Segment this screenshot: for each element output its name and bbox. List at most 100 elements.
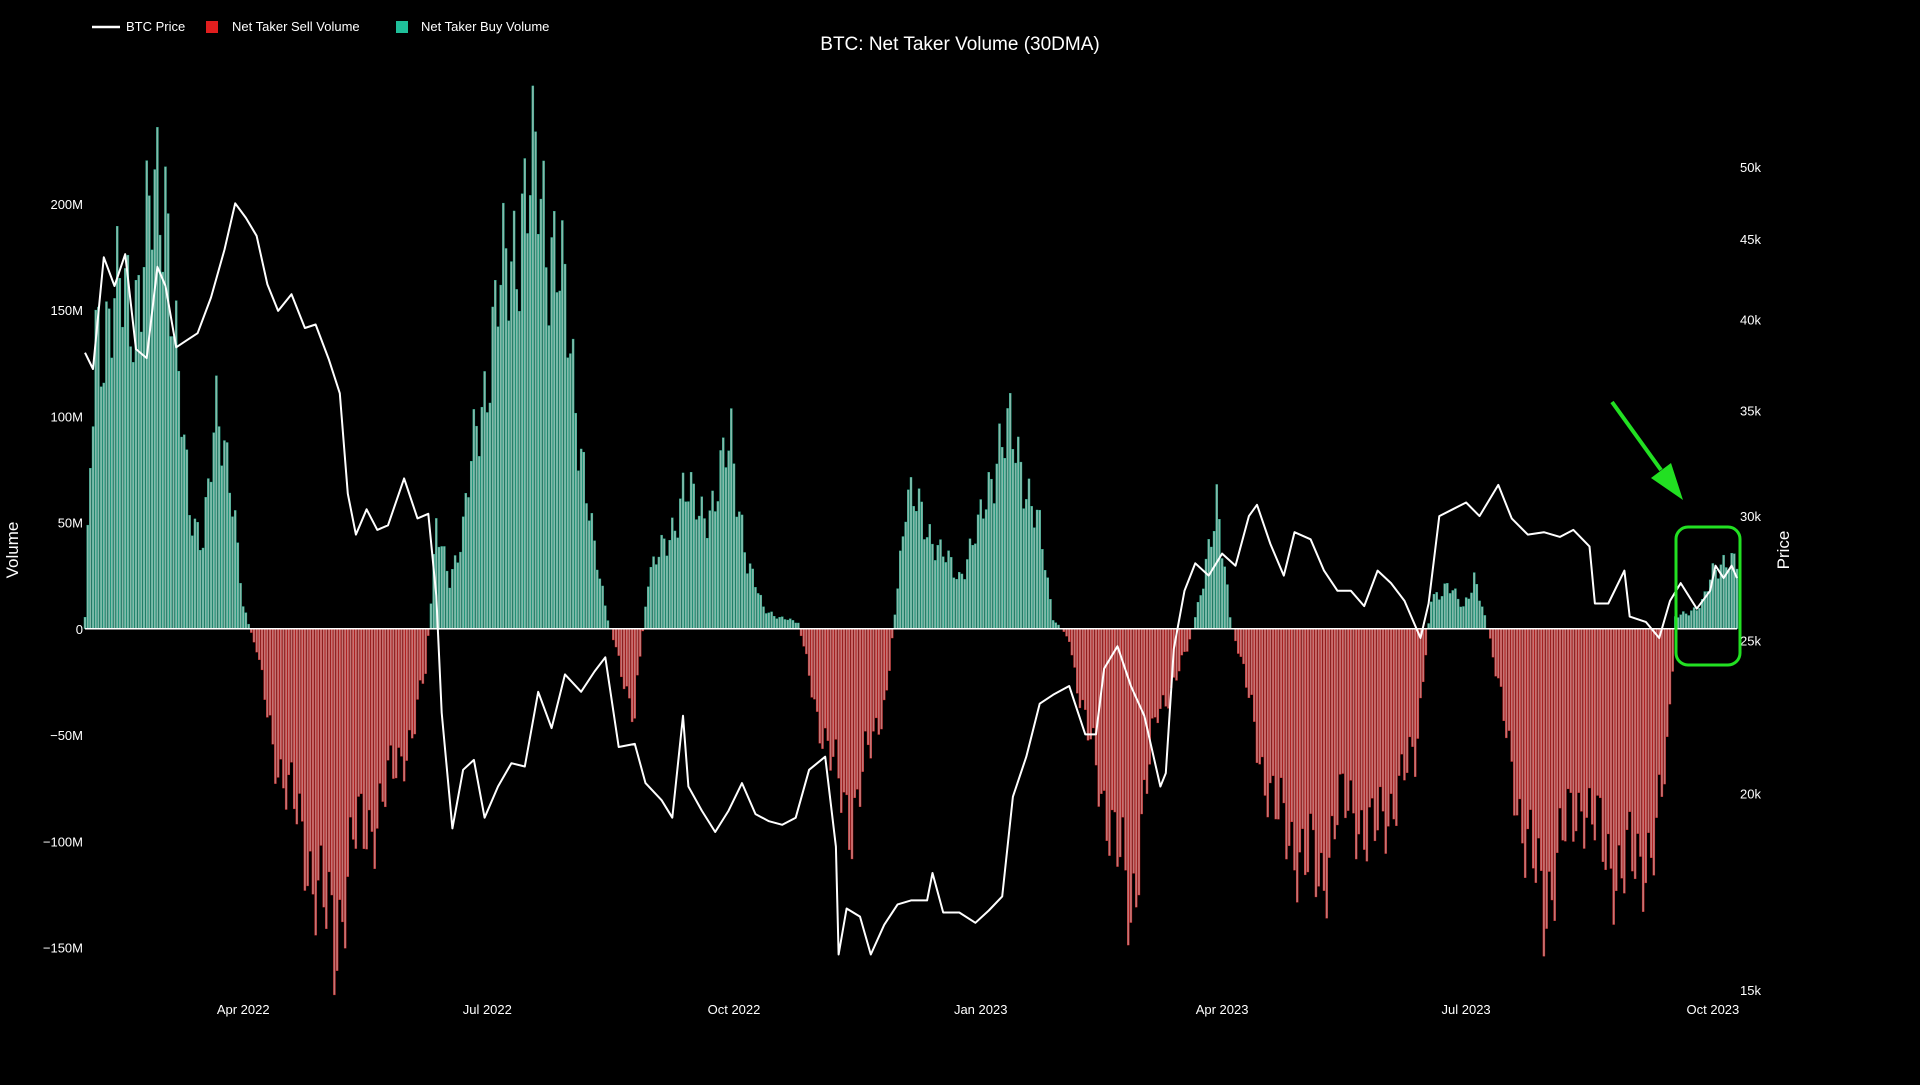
sell-volume-bar: [1314, 628, 1318, 898]
buy-volume-bar: [912, 506, 915, 629]
buy-volume-bar: [1475, 584, 1479, 629]
sell-volume-bar: [397, 628, 400, 748]
buy-volume-bar: [703, 518, 706, 629]
buy-volume-bar: [585, 503, 588, 629]
buy-volume-bar: [105, 301, 108, 629]
y2-tick-label: 45k: [1740, 232, 1761, 247]
legend-label-price[interactable]: BTC Price: [126, 19, 185, 34]
buy-volume-bar: [83, 617, 87, 629]
sell-volume-bar: [818, 628, 822, 744]
buy-volume-bar: [1025, 499, 1028, 629]
sell-volume-bar: [365, 628, 368, 850]
buy-volume-bar: [1027, 478, 1031, 629]
buy-volume-bar: [958, 572, 961, 629]
sell-volume-bar: [1545, 628, 1548, 929]
buy-volume-bar: [1212, 531, 1216, 629]
buy-volume-bar: [687, 501, 690, 629]
buy-volume-bar: [976, 514, 980, 629]
buy-volume-bar: [923, 539, 926, 629]
sell-volume-bar: [1245, 628, 1248, 688]
buy-volume-bar: [775, 618, 779, 629]
sell-volume-bar: [1489, 628, 1492, 639]
buy-volume-bar: [1448, 593, 1452, 629]
sell-volume-bar: [614, 628, 618, 648]
sell-volume-bar: [400, 628, 403, 757]
buy-volume-bar: [700, 496, 704, 629]
buy-volume-bar: [183, 434, 186, 629]
buy-volume-bar: [579, 448, 583, 629]
buy-volume-bar: [1043, 570, 1047, 629]
sell-volume-bar: [362, 628, 366, 849]
sell-volume-bar: [1333, 628, 1336, 840]
sell-volume-bar: [1298, 628, 1302, 853]
buy-volume-bar: [1218, 519, 1221, 629]
sell-volume-bar: [807, 628, 811, 676]
sell-volume-bar: [1363, 628, 1366, 850]
x-tick-label: Jul 2022: [463, 1002, 512, 1017]
buy-volume-bar: [904, 521, 907, 629]
sell-volume-bar: [266, 628, 269, 718]
sell-volume-bar: [882, 628, 886, 701]
buy-volume-bar: [1481, 606, 1484, 629]
sell-volume-bar: [880, 628, 883, 730]
sell-volume-bar: [885, 628, 889, 691]
buy-volume-bar: [137, 274, 140, 629]
buy-volume-bar: [193, 518, 197, 629]
buy-volume-bar: [1733, 553, 1736, 629]
sell-volume-bar: [1086, 628, 1090, 741]
legend-label-buy[interactable]: Net Taker Buy Volume: [421, 19, 549, 34]
buy-volume-bar: [1722, 554, 1725, 629]
sell-volume-bar: [1287, 628, 1291, 846]
buy-volume-bar: [1690, 610, 1693, 629]
sell-volume-bar: [311, 628, 315, 895]
buy-volume-bar: [896, 588, 899, 629]
sell-volume-bar: [1078, 628, 1082, 709]
buy-volume-bar: [1478, 600, 1481, 629]
buy-volume-bar: [1430, 601, 1433, 629]
sell-volume-bar: [1145, 628, 1149, 794]
sell-volume-bar: [1515, 628, 1519, 816]
buy-volume-bar: [660, 534, 663, 629]
sell-volume-bar: [1660, 628, 1664, 797]
sell-volume-bar: [419, 628, 422, 681]
sell-volume-bar: [1116, 628, 1119, 867]
sell-volume-bar: [1548, 628, 1551, 872]
sell-volume-bar: [427, 628, 430, 636]
buy-volume-bar: [928, 524, 931, 629]
sell-volume-bar: [1274, 628, 1277, 820]
buy-volume-bar: [1202, 588, 1205, 629]
sell-volume-bar: [826, 628, 830, 741]
buy-volume-bar: [1033, 527, 1036, 629]
buy-volume-bar: [1695, 610, 1698, 629]
sell-volume-bar: [349, 628, 352, 818]
buy-volume-bar: [968, 538, 972, 629]
buy-volume-bar: [539, 198, 543, 629]
buy-volume-bar: [571, 338, 575, 629]
sell-volume-bar: [287, 628, 291, 776]
x-tick-label: Oct 2022: [708, 1002, 761, 1017]
sell-volume-bar: [1379, 628, 1382, 788]
sell-volume-bar: [1341, 628, 1344, 774]
buy-volume-bar: [547, 325, 551, 629]
buy-volume-bar: [244, 612, 248, 629]
buy-volume-bar: [1467, 598, 1471, 629]
buy-volume-bar: [569, 353, 572, 629]
buy-volume-bar: [124, 268, 127, 629]
y2-tick-label: 20k: [1740, 786, 1761, 801]
buy-volume-bar: [1454, 588, 1457, 629]
sell-volume-bar: [384, 628, 387, 808]
sell-volume-bar: [845, 628, 848, 796]
sell-volume-bar: [1491, 628, 1495, 658]
buy-volume-bar: [727, 450, 730, 629]
sell-volume-bar: [1357, 628, 1361, 835]
sell-volume-bar: [1344, 628, 1347, 819]
sell-volume-bar: [630, 628, 634, 723]
volume-bars: [83, 85, 1739, 996]
buy-volume-bar: [748, 563, 752, 629]
sell-volume-bar: [1542, 628, 1546, 957]
sell-volume-bar: [1556, 628, 1559, 853]
legend-swatch-buy: [396, 21, 408, 33]
legend-label-sell[interactable]: Net Taker Sell Volume: [232, 19, 360, 34]
sell-volume-bar: [1105, 628, 1108, 841]
buy-volume-bar: [738, 511, 741, 629]
